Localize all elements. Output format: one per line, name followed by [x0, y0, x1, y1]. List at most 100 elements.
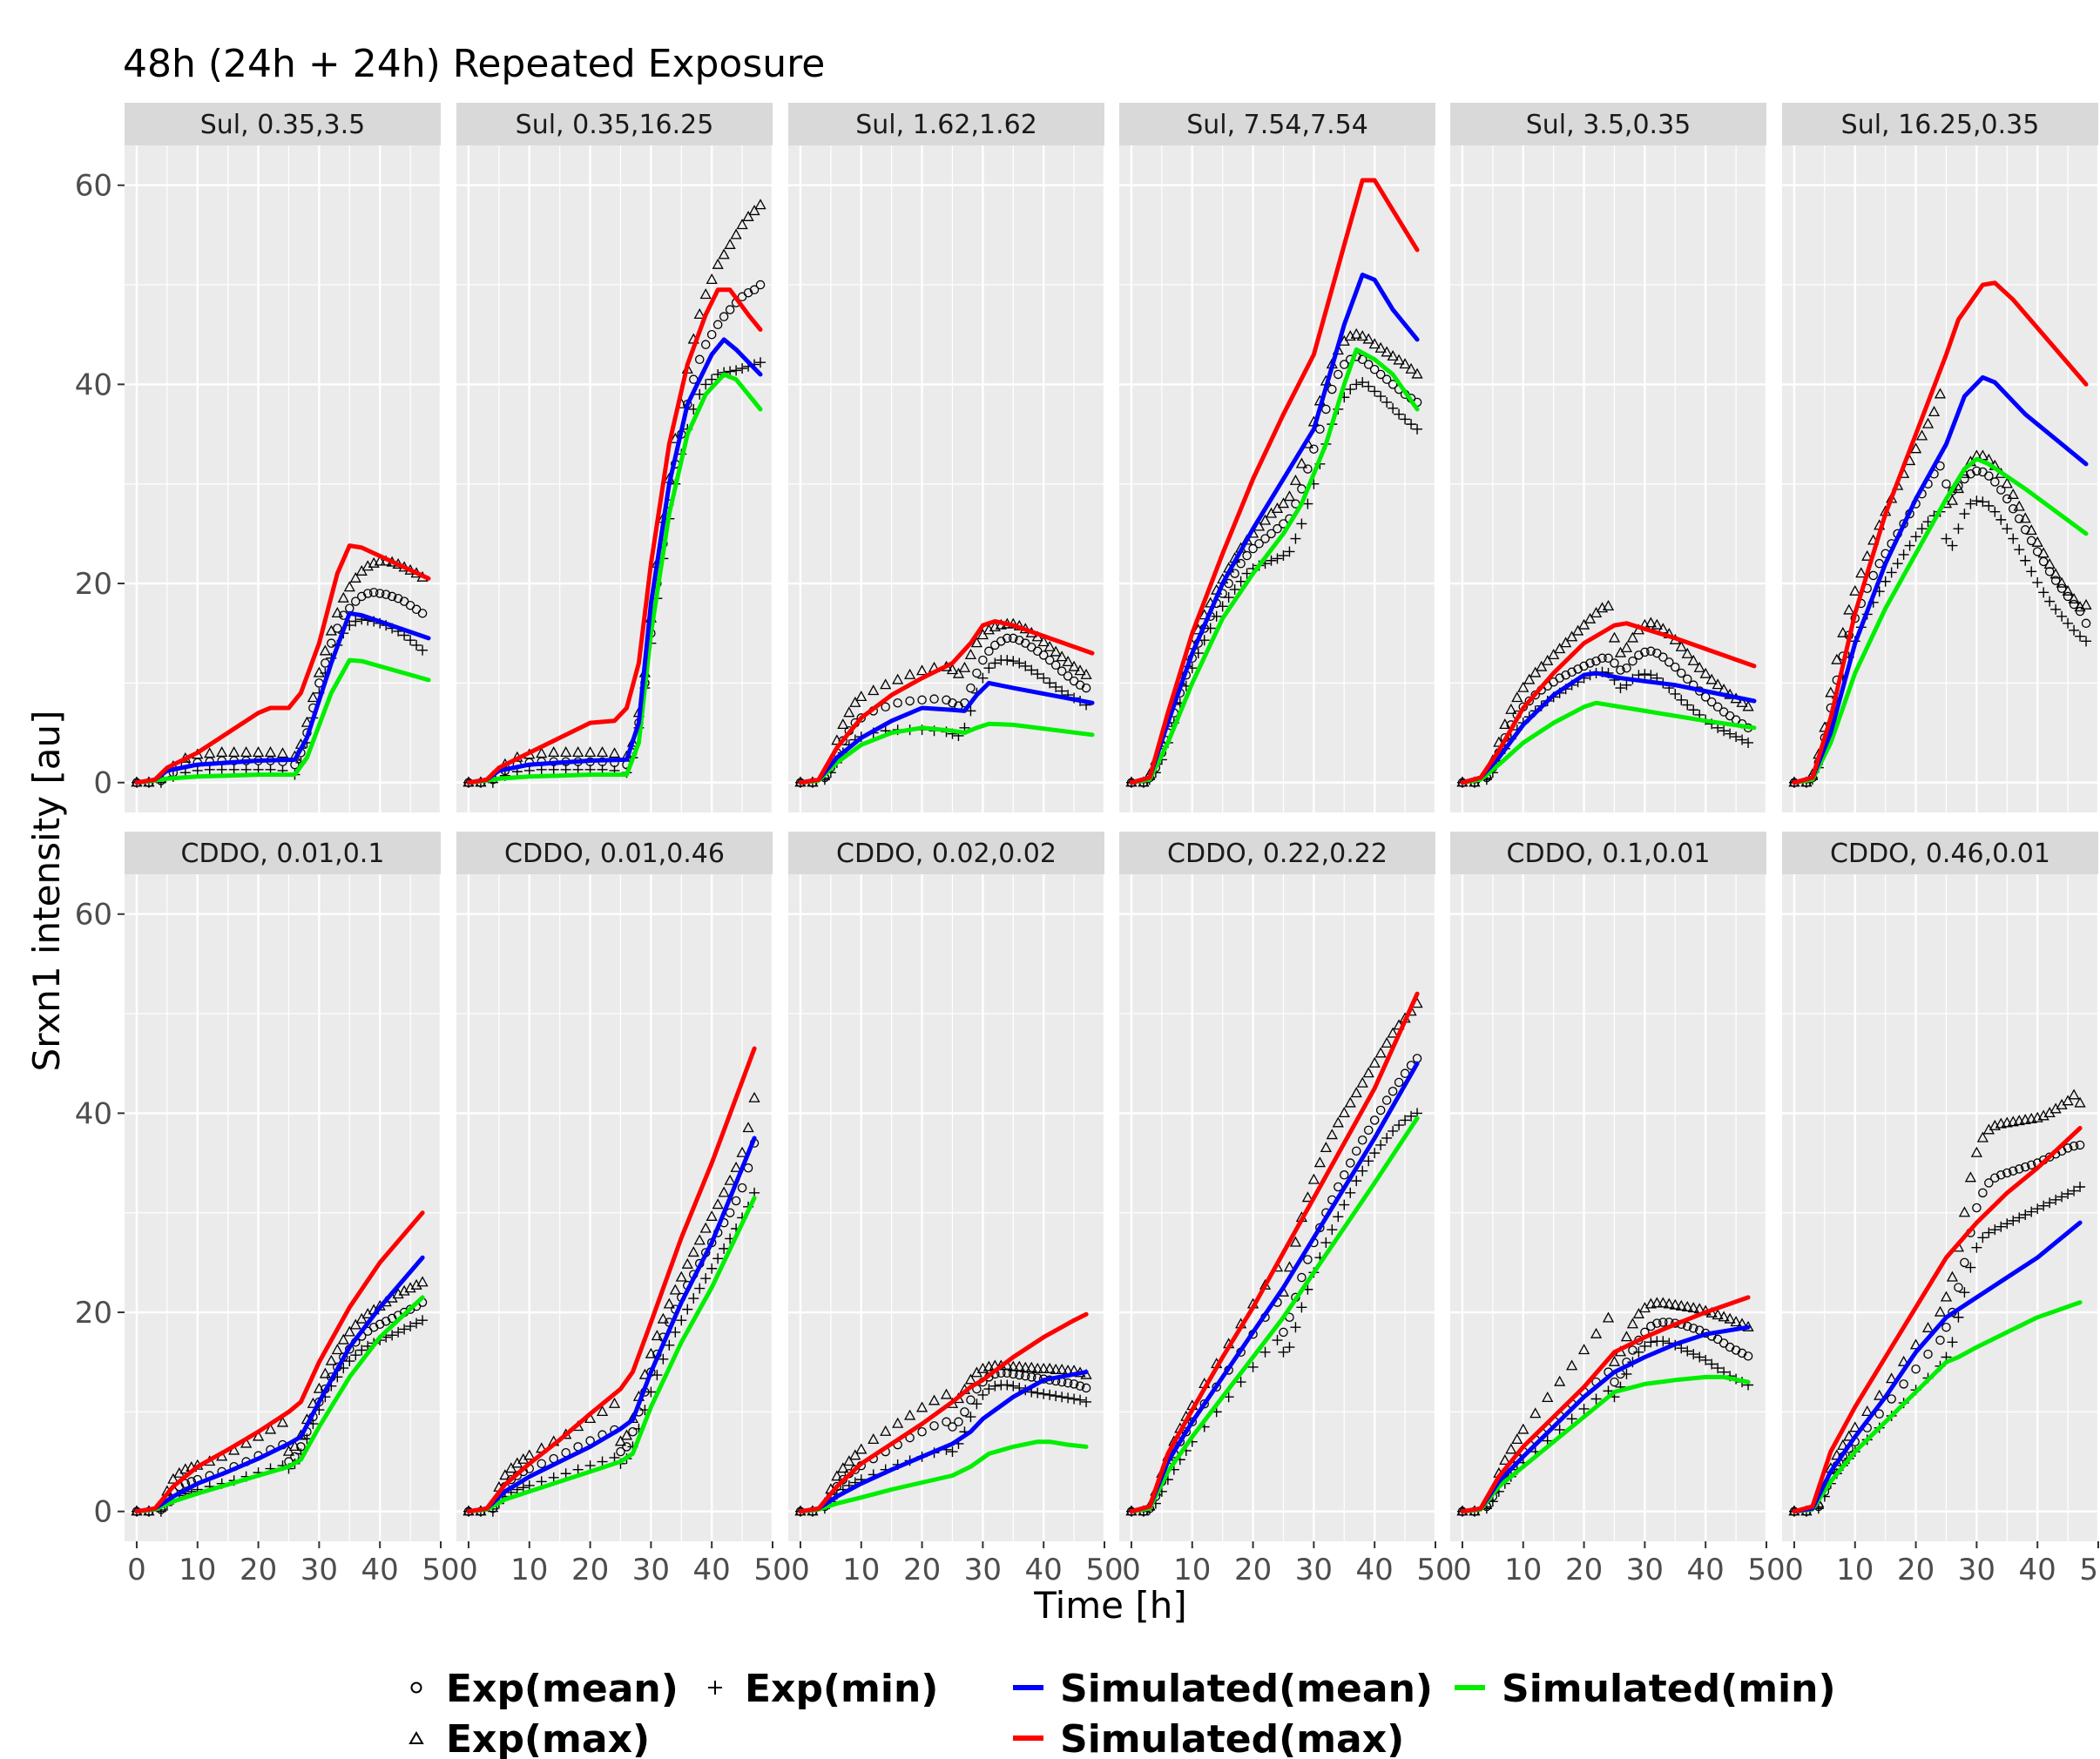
exp-mean-point — [1935, 1335, 1945, 1345]
exp-max-point — [1915, 429, 1928, 441]
exp-max-point — [693, 308, 706, 320]
exp-mean-point — [1941, 479, 1951, 489]
exp-min-point — [344, 1356, 355, 1367]
exp-min-point — [350, 1350, 361, 1361]
exp-max-point — [1265, 507, 1278, 518]
exp-min-point — [411, 1318, 422, 1329]
exp-min-point — [989, 1380, 1001, 1392]
facet-panel: Sul, 0.35,16.25 — [456, 103, 774, 812]
exp-min-point — [1910, 531, 1921, 543]
exp-mean-point — [2056, 583, 2067, 594]
exp-min-point — [706, 1263, 718, 1274]
exp-mean-point — [1960, 1257, 1969, 1268]
exp-mean-point — [1254, 539, 1264, 549]
exp-max-point — [1289, 474, 1302, 485]
exp-max-point — [1326, 1129, 1338, 1140]
exp-max-point — [712, 258, 724, 269]
sim-min-line — [1129, 347, 1420, 785]
exp-max-point — [1681, 1300, 1693, 1311]
exp-mean-point — [1279, 1327, 1288, 1338]
exp-mean-point — [1628, 656, 1637, 666]
exp-min-point — [1327, 1224, 1338, 1236]
exp-min-point — [584, 1460, 596, 1472]
exp-max-point — [1898, 1355, 1910, 1366]
exp-min-point — [1320, 1237, 1332, 1249]
facet-panel: CDDO, 0.02,0.02 0 10 20 30 40 50 — [788, 832, 1124, 1587]
exp-min-point — [1063, 1392, 1074, 1404]
exp-max-point — [1909, 442, 1922, 454]
exp-mean-point — [1996, 1170, 2006, 1180]
exp-min-point — [1229, 583, 1240, 595]
exp-min-point — [2069, 624, 2080, 636]
exp-min-point — [1621, 679, 1632, 691]
panel-background — [1782, 145, 2098, 812]
exp-mean-point — [1671, 662, 1680, 672]
x-tick-label: 0 — [791, 1553, 810, 1587]
sim-mean-line — [798, 1370, 1089, 1514]
sim-max-line — [134, 1210, 425, 1514]
exp-max-point — [1675, 1299, 1687, 1311]
exp-max-point — [1362, 1067, 1374, 1078]
exp-min-point — [417, 644, 429, 656]
exp-max-point — [1560, 637, 1572, 648]
exp-max-point — [1536, 660, 1548, 671]
exp-max-point — [1338, 1107, 1350, 1118]
panel-background — [788, 874, 1104, 1541]
exp-max-point — [1356, 330, 1368, 341]
legend-label-sim-min: Simulated(min) — [1502, 1667, 1836, 1711]
sim-max-line — [1460, 621, 1757, 785]
exp-max-point — [1548, 649, 1560, 660]
exp-max-point — [1651, 1297, 1663, 1308]
exp-max-point — [1940, 1291, 1953, 1302]
x-tick-label: 40 — [1356, 1553, 1394, 1587]
exp-min-point — [350, 616, 361, 627]
exp-mean-point — [362, 589, 373, 598]
exp-max-point — [1958, 1206, 1971, 1217]
exp-min-point — [1989, 506, 2001, 517]
exp-mean-point — [1381, 1095, 1392, 1105]
exp-mean-point — [1273, 523, 1282, 534]
exp-min-point — [597, 1456, 608, 1467]
exp-max-point — [313, 1382, 325, 1393]
exp-mean-point — [1303, 464, 1313, 474]
exp-max-point — [1657, 1297, 1669, 1308]
exp-mean-point — [1266, 529, 1276, 539]
exp-max-point — [416, 1276, 429, 1287]
exp-max-point — [1620, 1331, 1633, 1342]
exp-mean-point — [749, 285, 760, 295]
x-tick-label: 10 — [1504, 1553, 1542, 1587]
exp-max-point — [1572, 624, 1584, 636]
exp-mean-point — [333, 623, 342, 633]
sim-min-line — [466, 372, 763, 785]
exp-mean-point — [978, 655, 988, 665]
exp-min-point — [1002, 655, 1013, 666]
exp-max-point — [1874, 1389, 1886, 1400]
exp-min-point — [731, 365, 742, 376]
exp-max-point — [651, 1330, 663, 1341]
exp-max-point — [1620, 642, 1633, 653]
x-tick-label: 50 — [2079, 1553, 2100, 1587]
exp-max-point — [276, 1416, 289, 1427]
x-tick-label: 40 — [1687, 1553, 1725, 1587]
exp-max-point — [1976, 1131, 1989, 1142]
exp-max-point — [560, 746, 572, 758]
exp-max-point — [952, 667, 965, 678]
exp-max-point — [1050, 645, 1062, 657]
exp-min-point — [664, 1339, 675, 1351]
exp-mean-point — [351, 596, 361, 606]
exp-min-point — [694, 1283, 706, 1294]
exp-min-point — [1044, 677, 1056, 689]
exp-min-point — [1953, 523, 1964, 535]
sim-min-line — [1460, 700, 1757, 785]
exp-mean-point — [1646, 646, 1656, 657]
exp-min-point — [1026, 664, 1037, 676]
exp-mean-point — [2063, 591, 2073, 602]
exp-max-point — [1374, 1047, 1387, 1058]
x-tick-label: 0 — [1122, 1553, 1141, 1587]
exp-max-point — [228, 746, 240, 758]
sim-min-line — [1129, 1115, 1420, 1514]
sim-min-line — [466, 1196, 757, 1514]
sim-min-line — [1792, 1300, 2083, 1514]
exp-min-point — [2056, 610, 2068, 622]
exp-max-point — [754, 199, 766, 210]
